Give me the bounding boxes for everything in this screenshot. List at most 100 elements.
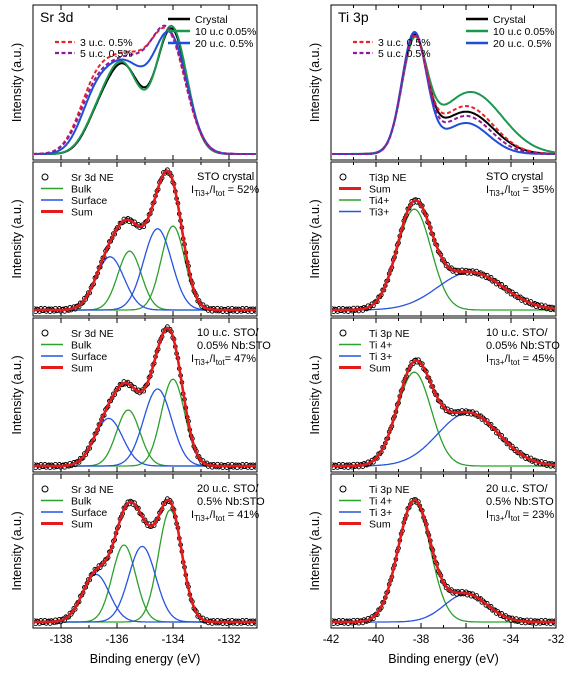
legend-label: Sr 3d NE bbox=[71, 172, 114, 184]
legend-label: Crystal bbox=[195, 14, 228, 26]
plot-area bbox=[34, 24, 256, 155]
legend-label: Ti 3p NE bbox=[369, 328, 409, 340]
panel-sr-20uc: -138 -136 -134 -132 Binding energy (eV) Inten… bbox=[10, 473, 265, 666]
y-axis-label: Intensity (a.u.) bbox=[10, 355, 24, 434]
data-point bbox=[553, 461, 555, 466]
ratio-sub: tot bbox=[511, 189, 521, 198]
legend-label: Crystal bbox=[493, 14, 526, 26]
annotation-line: 10 u.c. STO/ bbox=[197, 327, 259, 339]
series-line-0 bbox=[332, 33, 555, 155]
y-axis-label: Intensity (a.u.) bbox=[10, 43, 24, 122]
legend-label: Surface bbox=[71, 351, 107, 363]
annotation-ratio: ITi3+/Itot = 35% bbox=[486, 184, 554, 198]
series-line-1 bbox=[332, 35, 555, 155]
legend-label: 5 u.c. 0.5% bbox=[378, 48, 431, 60]
ratio-value: = 45% bbox=[520, 353, 555, 365]
legend-label: Sum bbox=[71, 207, 93, 219]
series-line-3 bbox=[332, 35, 555, 155]
x-tick-label: -38 bbox=[413, 634, 430, 646]
x-tick-label: -40 bbox=[368, 634, 385, 646]
x-tick-label: -34 bbox=[503, 634, 520, 646]
ratio-sub: tot bbox=[511, 358, 521, 367]
annotation-ratio: ITi3+/Itot= 47% bbox=[191, 353, 256, 367]
ratio-sub: Ti3+ bbox=[194, 514, 210, 523]
x-tick-label: -138 bbox=[49, 634, 72, 646]
legend-label: Ti 4+ bbox=[369, 340, 392, 352]
legend-marker bbox=[339, 485, 347, 493]
legend-label: Bulk bbox=[71, 184, 92, 196]
legend-label: Surface bbox=[71, 507, 107, 519]
ratio-prefix: I bbox=[486, 509, 489, 521]
legend-label: Ti3+ bbox=[369, 207, 389, 219]
legend-label: 20 u.c. 0.5% bbox=[195, 38, 253, 50]
ratio-value: = 52% bbox=[225, 184, 260, 196]
annotation-line: 0.05% Nb:STO bbox=[486, 340, 560, 352]
ratio-sub: tot bbox=[511, 514, 521, 523]
panel-title: Ti 3p bbox=[338, 9, 369, 25]
annotation-line: 0.05% Nb:STO bbox=[197, 340, 271, 352]
legend-label: Ti 4+ bbox=[369, 496, 392, 508]
legend-marker bbox=[41, 485, 49, 493]
annotation-ratio: ITi3+/Itot = 45% bbox=[486, 353, 554, 367]
legend-label: Ti 3p NE bbox=[369, 484, 409, 496]
data-point bbox=[254, 462, 256, 467]
ratio-prefix: I bbox=[486, 184, 489, 196]
surface-component-0 bbox=[34, 388, 256, 467]
ratio-sub: Ti3+ bbox=[489, 189, 505, 198]
y-axis-label: Intensity (a.u.) bbox=[308, 199, 322, 278]
ratio-sub: tot bbox=[216, 514, 226, 523]
sum-fit-line bbox=[34, 326, 256, 468]
ratio-mid: /I bbox=[505, 509, 511, 521]
plot-area bbox=[332, 497, 555, 627]
surface-component-0 bbox=[332, 271, 555, 311]
annotation-line: 20 u.c. STO/ bbox=[486, 483, 548, 495]
annotation-ratio: ITi3+/Itot = 52% bbox=[191, 184, 259, 198]
panel-title: Sr 3d bbox=[40, 9, 73, 25]
ratio-mid: /I bbox=[210, 353, 216, 365]
legend-label: Ti 3+ bbox=[369, 507, 392, 519]
ratio-mid: /I bbox=[210, 509, 216, 521]
x-tick-label: -136 bbox=[105, 634, 128, 646]
ratio-sub: Ti3+ bbox=[194, 189, 210, 198]
legend-label: 5 u.c. 0.5% bbox=[80, 48, 133, 60]
sum-fit-line bbox=[34, 498, 256, 624]
y-axis-label: Intensity (a.u.) bbox=[10, 199, 24, 278]
ratio-prefix: I bbox=[191, 184, 194, 196]
legend-label: 10 u.c 0.05% bbox=[493, 26, 554, 38]
data-point bbox=[254, 618, 256, 623]
ratio-value: = 23% bbox=[520, 509, 555, 521]
ratio-sub: tot bbox=[216, 358, 226, 367]
axis-frame bbox=[32, 161, 258, 317]
legend-label: Sum bbox=[71, 363, 93, 375]
annotation-line: STO crystal bbox=[486, 171, 543, 183]
surface-component-0 bbox=[34, 228, 256, 311]
ratio-mid: /I bbox=[505, 184, 511, 196]
ratio-mid: /I bbox=[210, 184, 216, 196]
legend-label: Sum bbox=[369, 184, 391, 196]
ratio-sub: Ti3+ bbox=[194, 358, 210, 367]
surface-component-1 bbox=[34, 417, 256, 467]
legend-label: 3 u.c. 0.5% bbox=[378, 37, 431, 49]
annotation-line: 0.5% Nb:STO bbox=[197, 496, 265, 508]
legend-label: Bulk bbox=[71, 496, 92, 508]
x-tick-label: -42 bbox=[323, 634, 340, 646]
x-tick-label: -32 bbox=[548, 634, 565, 646]
x-axis-label: Binding energy (eV) bbox=[90, 652, 200, 666]
bulk-component-1 bbox=[34, 409, 256, 467]
legend-label: 10 u.c 0.05% bbox=[195, 26, 256, 38]
legend-marker bbox=[41, 329, 49, 337]
plot-area bbox=[34, 324, 256, 471]
y-axis-label: Intensity (a.u.) bbox=[308, 43, 322, 122]
ratio-value: = 35% bbox=[520, 184, 555, 196]
ratio-prefix: I bbox=[486, 353, 489, 365]
annotation-line: 0.5% Nb:STO bbox=[486, 496, 554, 508]
data-point bbox=[553, 304, 555, 310]
y-axis-label: Intensity (a.u.) bbox=[308, 355, 322, 434]
ratio-sub: Ti3+ bbox=[489, 514, 505, 523]
plot-area bbox=[34, 496, 256, 627]
legend-label: Sum bbox=[369, 519, 391, 531]
legend-marker bbox=[41, 173, 49, 181]
